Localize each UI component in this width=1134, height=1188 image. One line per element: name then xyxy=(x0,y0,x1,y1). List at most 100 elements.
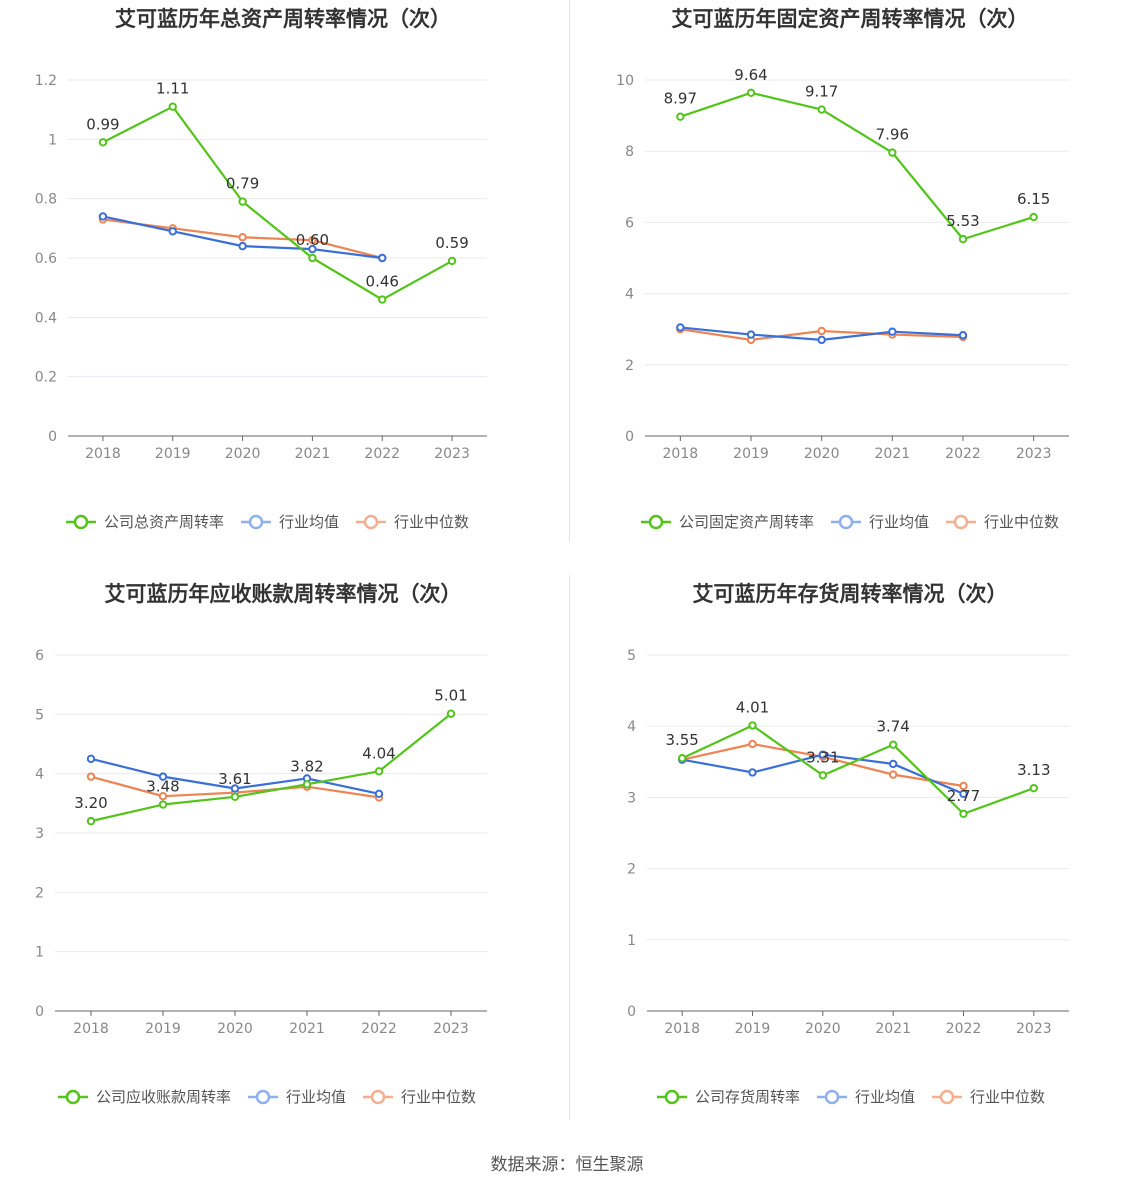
data-point xyxy=(98,138,108,147)
x-tick-label: 2021 xyxy=(875,1021,911,1037)
data-point xyxy=(888,759,898,769)
y-tick-label: 0 xyxy=(48,429,57,445)
data-label: 7.96 xyxy=(876,126,909,144)
chart-svg: 艾可蓝历年存货周转率情况（次） 0 1 2 3 4 5 2018 2019 2020 2021 202… xyxy=(627,582,1069,1106)
y-tick-label: 3 xyxy=(35,826,44,842)
data-point xyxy=(1029,783,1039,793)
y-tick-label: 4 xyxy=(625,287,634,303)
divider xyxy=(569,575,570,1120)
y-tick-label: 8 xyxy=(625,144,634,160)
y-tick-label: 0.4 xyxy=(35,310,57,326)
chart-inventory-turnover: 艾可蓝历年存货周转率情况（次） 0 1 2 3 4 5 2018 2019 2020 2021 202… xyxy=(567,575,1134,1150)
data-label: 3.55 xyxy=(665,731,698,749)
legend-item-label: 行业中位数 xyxy=(984,513,1059,531)
x-tick-label: 2018 xyxy=(73,1021,109,1037)
y-tick-label: 1 xyxy=(627,933,636,949)
data-label: 0.46 xyxy=(366,273,399,291)
x-tick-label: 2022 xyxy=(364,446,400,462)
data-point xyxy=(158,800,168,809)
chart-title: 艾可蓝历年应收账款周转率情况（次） xyxy=(105,582,462,606)
data-label: 0.59 xyxy=(435,234,468,252)
legend-item-label: 公司存货周转率 xyxy=(695,1088,800,1106)
data-point xyxy=(378,253,387,263)
chart-title: 艾可蓝历年总资产周转率情况（次） xyxy=(115,7,451,31)
y-tick-label: 3 xyxy=(627,790,636,806)
data-point xyxy=(817,326,826,336)
data-point xyxy=(238,241,247,251)
data-label: 3.82 xyxy=(290,757,323,775)
data-point xyxy=(1029,212,1038,222)
y-tick-label: 4 xyxy=(627,719,636,735)
y-tick-label: 1.2 xyxy=(35,73,57,89)
data-point xyxy=(86,816,96,826)
data-point xyxy=(446,709,456,718)
x-tick-label: 2023 xyxy=(1016,446,1052,462)
divider xyxy=(569,0,570,542)
data-label: 3.13 xyxy=(1017,761,1050,779)
data-point xyxy=(308,244,317,254)
chart-svg: 艾可蓝历年固定资产周转率情况（次） 0 2 4 6 8 10 2018 2019 2020 2021… xyxy=(616,7,1069,531)
y-tick-label: 4 xyxy=(35,767,44,783)
series-line xyxy=(681,724,1035,815)
data-point xyxy=(888,148,897,157)
legend-swatch-marker xyxy=(65,1089,81,1105)
data-point xyxy=(374,789,384,799)
y-tick-label: 5 xyxy=(35,707,44,723)
legend-swatch-marker xyxy=(648,514,664,530)
data-point xyxy=(746,330,756,339)
data-label: 3.61 xyxy=(218,770,251,788)
data-point xyxy=(959,809,968,818)
legend-item-label: 行业中位数 xyxy=(970,1088,1045,1106)
data-point xyxy=(748,739,757,749)
legend-swatch-marker xyxy=(939,1089,955,1105)
data-label: 5.01 xyxy=(434,687,467,705)
data-label: 0.99 xyxy=(86,115,119,133)
data-label: 9.17 xyxy=(805,83,838,101)
data-point xyxy=(817,335,826,345)
x-tick-label: 2021 xyxy=(295,446,331,462)
legend-item-label: 行业均值 xyxy=(286,1088,346,1106)
y-tick-label: 2 xyxy=(627,862,636,878)
legend-swatch-marker xyxy=(664,1089,680,1105)
data-point xyxy=(308,253,317,263)
data-point xyxy=(959,781,968,791)
data-point xyxy=(748,768,757,777)
data-label: 5.53 xyxy=(946,212,979,230)
series-line xyxy=(102,105,453,301)
y-tick-label: 2 xyxy=(35,885,44,901)
data-point xyxy=(959,789,968,799)
legend-swatch-marker xyxy=(953,514,969,530)
y-tick-label: 1 xyxy=(48,132,57,148)
data-point xyxy=(302,780,312,789)
data-point xyxy=(86,772,96,781)
legend-swatch-marker xyxy=(838,514,854,530)
x-tick-label: 2021 xyxy=(289,1021,325,1037)
data-label: 3.48 xyxy=(146,778,179,796)
y-tick-label: 0 xyxy=(627,1004,636,1020)
legend-item-label: 行业均值 xyxy=(855,1088,915,1106)
x-tick-label: 2021 xyxy=(875,446,911,462)
legend-swatch-marker xyxy=(255,1089,271,1105)
chart-title: 艾可蓝历年固定资产周转率情况（次） xyxy=(672,7,1029,31)
data-point xyxy=(746,88,756,98)
x-tick-label: 2019 xyxy=(735,1021,771,1037)
legend-swatch-marker xyxy=(370,1089,386,1105)
legend-swatch-marker xyxy=(824,1089,840,1105)
data-point xyxy=(308,236,317,245)
legend-item-label: 行业均值 xyxy=(869,513,929,531)
data-point xyxy=(888,740,898,749)
chart-svg: 艾可蓝历年应收账款周转率情况（次） 0 1 2 3 4 5 6 2018 2019 2020 2021… xyxy=(35,582,487,1106)
data-point xyxy=(238,197,247,206)
x-tick-label: 2023 xyxy=(434,446,470,462)
source-note: 数据来源：恒生聚源 xyxy=(490,1155,644,1175)
y-tick-label: 2 xyxy=(625,358,634,374)
chart-svg: 艾可蓝历年总资产周转率情况（次） 0 0.2 0.4 0.6 0.8 1 1.2 2018 201… xyxy=(35,7,487,531)
data-point xyxy=(168,102,177,111)
y-tick-label: 10 xyxy=(616,73,634,89)
series-line xyxy=(90,712,452,823)
data-point xyxy=(98,212,108,221)
data-point xyxy=(818,750,828,759)
legend-item-label: 公司固定资产周转率 xyxy=(679,513,814,531)
chart-title: 艾可蓝历年存货周转率情况（次） xyxy=(693,582,1008,606)
y-tick-label: 5 xyxy=(627,648,636,664)
